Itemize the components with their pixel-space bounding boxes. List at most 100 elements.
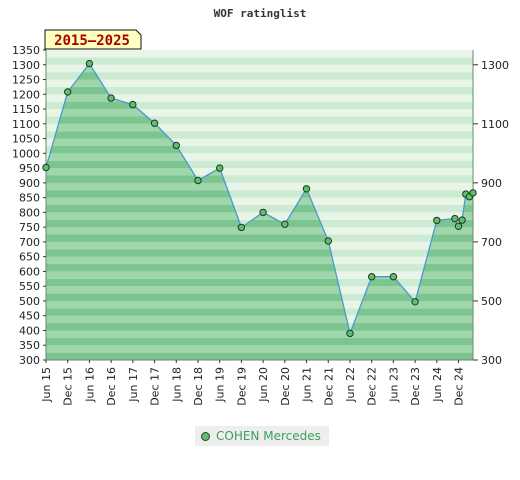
- data-point: [237, 223, 246, 232]
- x-tick-label: Jun 20: [257, 367, 270, 403]
- area-band: [46, 241, 473, 250]
- period-badge: 2015–2025: [44, 29, 142, 50]
- background-band: [46, 101, 473, 110]
- y-tick-label: 650: [19, 251, 40, 264]
- area-band: [46, 219, 473, 228]
- x-tick-label: Jun 18: [170, 367, 183, 403]
- x-tick-label: Dec 20: [279, 367, 292, 406]
- area-band: [46, 278, 473, 287]
- y-right-tick-label: 500: [481, 295, 502, 308]
- data-point: [281, 220, 289, 228]
- data-point: [85, 59, 94, 68]
- y-tick-label: 950: [19, 162, 40, 175]
- y-tick-label: 1250: [12, 74, 40, 87]
- background-band: [46, 153, 473, 161]
- data-point: [259, 208, 267, 217]
- background-band: [46, 160, 473, 169]
- data-point: [107, 94, 115, 102]
- data-point: [433, 216, 441, 225]
- data-point: [389, 273, 398, 281]
- y-tick-label: 750: [19, 221, 40, 234]
- y-tick-label: 850: [19, 192, 40, 205]
- period-badge-text: 2015–2025: [54, 33, 130, 49]
- data-point: [451, 214, 459, 223]
- background-band: [46, 197, 473, 205]
- background-band: [46, 79, 473, 87]
- y-tick-label: 350: [19, 339, 40, 352]
- data-point: [64, 88, 72, 96]
- x-axis-ticks: Jun 15 Dec 15 Jun 16 Dec 16 Jun 17 Dec 17 Jun …: [40, 360, 466, 406]
- data-point: [454, 222, 463, 231]
- data-point: [150, 119, 159, 127]
- x-tick-label: Jun 19: [214, 367, 227, 403]
- right-y-ticks: 300 500 700 900 1100 1300: [473, 59, 509, 367]
- data-point: [216, 164, 224, 172]
- data-point: [324, 237, 332, 245]
- area-band: [46, 264, 473, 272]
- data-point: [172, 141, 181, 150]
- legend-marker-icon: [201, 431, 210, 441]
- x-tick-label: Dec 23: [409, 367, 422, 406]
- y-tick-label: 1200: [12, 88, 40, 101]
- y-tick-label: 800: [19, 206, 40, 219]
- background-band: [46, 72, 473, 80]
- background-band: [46, 205, 473, 213]
- data-point: [346, 329, 354, 338]
- x-tick-label: Jun 24: [431, 367, 444, 403]
- background-band: [46, 131, 473, 139]
- area-band: [46, 345, 473, 353]
- background-band: [46, 57, 473, 65]
- x-tick-label: Jun 17: [127, 367, 140, 403]
- left-y-ticks: 3003504004505005506006507007508008509009…: [12, 44, 46, 367]
- background-band: [46, 109, 473, 117]
- x-tick-label: Dec 24: [453, 367, 466, 406]
- background-band: [46, 94, 473, 102]
- y-tick-label: 1000: [12, 147, 40, 160]
- y-tick-label: 1150: [12, 103, 40, 116]
- legend-label: COHEN Mercedes: [216, 429, 321, 443]
- area-band: [46, 256, 473, 265]
- y-tick-label: 500: [19, 295, 40, 308]
- x-tick-label: Dec 21: [322, 367, 335, 406]
- area-band: [46, 352, 473, 360]
- y-tick-label: 550: [19, 280, 40, 293]
- data-point: [469, 189, 477, 197]
- area-band: [46, 249, 473, 257]
- y-tick-label: 1050: [12, 133, 40, 146]
- chart-title: WOF ratinglist: [214, 7, 307, 20]
- data-point: [411, 298, 419, 306]
- background-band: [46, 138, 473, 146]
- y-tick-label: 1300: [12, 59, 40, 72]
- background-band: [46, 123, 473, 132]
- y-tick-label: 1100: [12, 118, 40, 131]
- y-right-tick-label: 1300: [481, 59, 509, 72]
- data-point: [194, 176, 202, 185]
- background-band: [46, 175, 473, 183]
- area-band: [46, 300, 473, 309]
- area-band: [46, 212, 473, 220]
- x-tick-label: Jun 22: [344, 367, 357, 403]
- x-tick-label: Dec 18: [192, 367, 205, 406]
- y-tick-label: 400: [19, 324, 40, 337]
- y-tick-label: 900: [19, 177, 40, 190]
- background-band: [46, 168, 473, 176]
- data-point: [458, 216, 466, 224]
- y-right-tick-label: 300: [481, 354, 502, 367]
- area-band: [46, 337, 473, 346]
- background-band: [46, 182, 473, 191]
- x-tick-label: Dec 15: [62, 367, 75, 406]
- x-tick-label: Dec 16: [105, 367, 118, 406]
- data-point: [129, 100, 137, 109]
- y-tick-label: 700: [19, 236, 40, 249]
- x-tick-label: Jun 21: [301, 367, 314, 403]
- background-band: [46, 50, 473, 58]
- area-band: [46, 308, 473, 316]
- y-right-tick-label: 1100: [481, 118, 509, 131]
- axes: [45, 50, 474, 361]
- y-right-tick-label: 700: [481, 236, 502, 249]
- background-band: [46, 116, 473, 124]
- legend: COHEN Mercedes: [195, 426, 329, 446]
- area-band: [46, 227, 473, 235]
- y-tick-label: 300: [19, 354, 40, 367]
